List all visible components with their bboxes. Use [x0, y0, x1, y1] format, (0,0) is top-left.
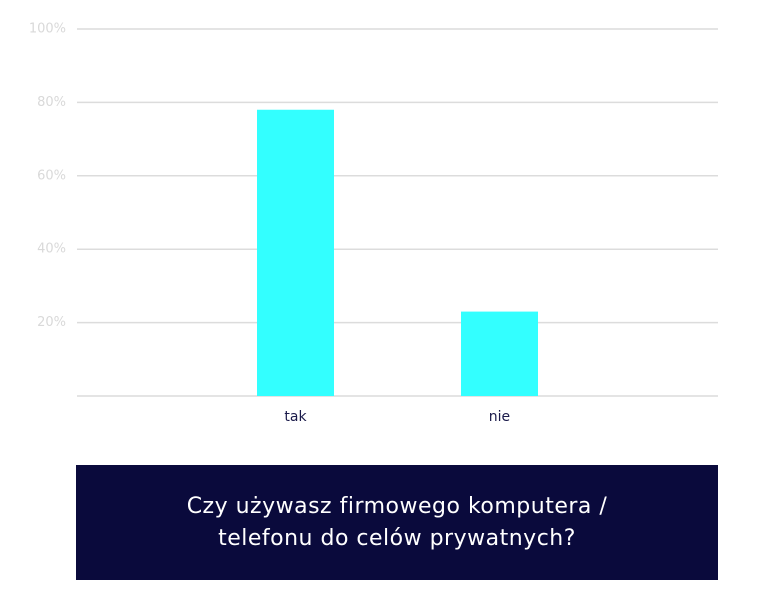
chart-title: Czy używasz firmowego komputera / telefo…	[186, 493, 608, 551]
y-tick-label: 100%	[29, 22, 66, 37]
chart: 20% 40% 60% 80% 100% tak nie	[29, 22, 718, 425]
title-box: Czy używasz firmowego komputera / telefo…	[76, 465, 718, 580]
y-tick-label: 40%	[37, 242, 66, 257]
bar	[461, 311, 538, 396]
x-tick-label: nie	[489, 409, 510, 425]
x-tick-label: tak	[284, 409, 307, 425]
y-tick-label: 20%	[37, 315, 66, 330]
y-tick-label: 80%	[37, 95, 66, 110]
y-tick-label: 60%	[37, 168, 66, 183]
bar	[257, 109, 334, 397]
